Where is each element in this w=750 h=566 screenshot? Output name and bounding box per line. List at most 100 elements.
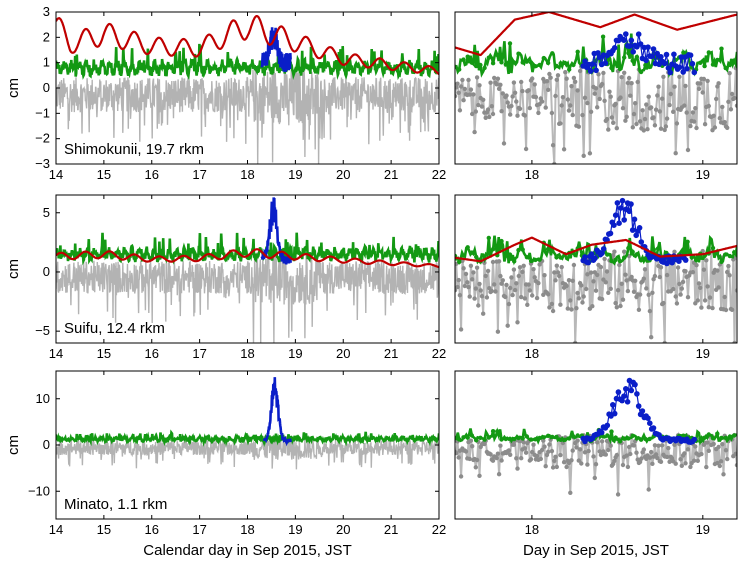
y-axis-label: cm: [5, 78, 22, 98]
residual-point: [673, 151, 678, 156]
residual-point: [628, 93, 633, 98]
residual-point: [569, 458, 574, 463]
event-point: [643, 57, 649, 64]
envelope-point: [524, 59, 530, 64]
event-point: [588, 251, 595, 257]
x-tick-label: 19: [288, 167, 302, 182]
event-point: [624, 399, 631, 405]
residual-point: [515, 113, 520, 118]
residual-point: [647, 308, 653, 314]
residual-point: [494, 82, 499, 87]
residual-point: [500, 278, 505, 283]
residual-point: [581, 153, 586, 158]
residual-point: [725, 456, 730, 462]
envelope-point: [605, 252, 610, 257]
residual-point: [694, 263, 699, 268]
residual-point: [474, 457, 480, 463]
y-tick-label: 0: [43, 437, 50, 452]
residual-point: [470, 444, 475, 449]
residual-point: [570, 448, 575, 453]
event-point: [611, 45, 618, 51]
residual-point: [617, 262, 622, 268]
residual-point: [570, 112, 575, 118]
residual-point: [458, 84, 464, 89]
residual-point: [629, 81, 634, 86]
y-tick-label: −5: [35, 323, 50, 338]
residual-point: [626, 444, 632, 450]
residual-point: [462, 283, 467, 289]
residual-point: [504, 93, 509, 98]
residual-point: [579, 461, 584, 466]
x-tick-label: 19: [696, 167, 710, 182]
residual-point: [511, 80, 517, 85]
envelope-point: [630, 249, 635, 255]
envelope-point: [575, 433, 580, 438]
residual-point: [615, 492, 621, 497]
residual-point: [455, 284, 460, 290]
x-tick-label: 18: [525, 167, 539, 182]
residual-point: [481, 311, 486, 316]
residual-point: [456, 277, 461, 283]
residual-point: [563, 70, 568, 75]
residual-point: [675, 265, 681, 270]
residual-point: [732, 95, 737, 101]
residual-point: [652, 273, 658, 279]
residual-point: [588, 270, 594, 275]
event-point: [611, 410, 618, 417]
plot-area: [455, 197, 737, 343]
residual-point: [710, 305, 715, 311]
residual-point: [510, 94, 515, 99]
envelope-point: [474, 438, 479, 443]
residual-point: [520, 88, 525, 94]
residual-point: [573, 340, 578, 343]
event-point: [667, 69, 673, 76]
residual-point: [550, 308, 556, 314]
y-axis-label: cm: [5, 435, 22, 455]
envelope-point: [567, 67, 572, 72]
residual-point: [666, 445, 671, 451]
event-point: [663, 51, 670, 58]
series-model: [56, 15, 439, 76]
residual-point: [704, 464, 709, 470]
residual-point: [606, 127, 611, 132]
residual-point: [622, 249, 627, 254]
residual-point: [597, 449, 602, 454]
envelope-point: [541, 435, 546, 440]
residual-point: [727, 273, 732, 278]
envelope-point: [495, 52, 500, 58]
residual-point: [720, 442, 725, 447]
event-point: [621, 393, 627, 400]
plot-area: [56, 197, 439, 343]
event-point: [607, 230, 614, 237]
residual-point: [693, 301, 698, 306]
residual-point: [460, 77, 465, 83]
residual-point: [495, 451, 501, 456]
residual-point: [705, 284, 710, 289]
residual-point: [536, 280, 541, 286]
residual-point: [637, 459, 643, 465]
envelope-point: [507, 41, 513, 46]
envelope-point: [486, 235, 491, 241]
residual-point: [623, 118, 628, 123]
y-tick-label: 1: [43, 55, 50, 70]
residual-point: [598, 264, 604, 270]
residual-point: [599, 439, 605, 444]
residual-point: [655, 93, 660, 98]
residual-point: [541, 292, 546, 297]
residual-point: [568, 103, 573, 108]
envelope-point: [710, 245, 716, 251]
residual-point: [597, 96, 602, 102]
residual-point: [642, 116, 648, 122]
envelope-point: [567, 436, 572, 441]
panel-right-bot: 18 19 Day in Sep 2015, JST: [454, 370, 738, 559]
residual-point: [582, 95, 588, 101]
x-tick-label: 20: [336, 167, 350, 182]
event-point: [628, 37, 635, 44]
residual-point: [593, 462, 599, 467]
envelope-point: [537, 257, 542, 262]
series-residual: [56, 251, 439, 343]
x-tick-label: 14: [49, 522, 63, 537]
residual-point: [515, 320, 520, 325]
residual-point: [695, 458, 700, 463]
plot-area: [56, 15, 439, 164]
